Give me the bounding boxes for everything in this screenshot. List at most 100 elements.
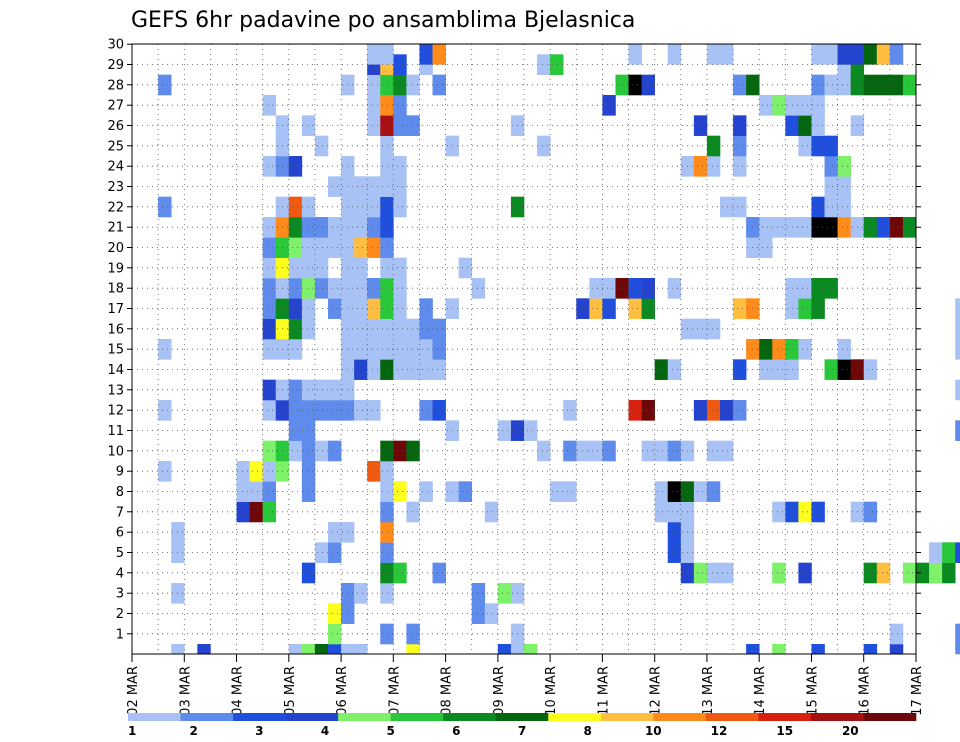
- heatmap-cell: [837, 156, 851, 177]
- heatmap-cell: [406, 359, 420, 380]
- heatmap-cell: [720, 400, 734, 421]
- heatmap-cell: [354, 318, 368, 340]
- heatmap-cell: [876, 217, 891, 238]
- heatmap-cell: [328, 644, 342, 655]
- heatmap-cell: [354, 339, 368, 360]
- heatmap-cell: [641, 278, 655, 299]
- colorbar-swatch: [128, 713, 181, 721]
- heatmap-cell: [367, 196, 381, 218]
- heatmap-cell: [589, 440, 603, 462]
- heatmap-cell: [759, 359, 773, 380]
- heatmap-cell: [811, 278, 825, 299]
- heatmap-cell: [759, 339, 773, 360]
- heatmap-cell: [889, 44, 904, 65]
- heatmap-cell: [628, 278, 642, 299]
- heatmap-cell: [301, 461, 316, 482]
- heatmap-cell: [419, 339, 433, 360]
- heatmap-cell: [354, 257, 368, 279]
- heatmap-cell: [824, 359, 838, 380]
- heatmap-cell: [380, 542, 394, 563]
- heatmap-cell: [889, 74, 904, 96]
- heatmap-cell: [314, 237, 329, 258]
- heatmap-cell: [693, 115, 708, 136]
- heatmap-cell: [798, 115, 812, 136]
- heatmap-cell: [955, 318, 960, 340]
- heatmap-cell: [432, 318, 446, 340]
- heatmap-cell: [667, 501, 682, 523]
- heatmap-cell: [706, 400, 721, 421]
- heatmap-cell: [367, 400, 381, 421]
- x-tick-label: 09 MAR: [492, 666, 507, 716]
- y-tick-label: 7: [116, 505, 124, 520]
- heatmap-cell: [249, 461, 263, 482]
- heatmap-cell: [524, 420, 538, 441]
- heatmap-cell: [367, 237, 381, 258]
- heatmap-cell: [837, 74, 851, 96]
- heatmap-cell: [876, 74, 891, 96]
- heatmap-cell: [706, 135, 721, 157]
- heatmap-cell: [393, 54, 407, 75]
- heatmap-cell: [824, 156, 838, 177]
- heatmap-cell: [262, 461, 277, 482]
- heatmap-cell: [667, 278, 682, 299]
- heatmap-cell: [288, 379, 303, 401]
- heatmap-cell: [301, 298, 316, 319]
- heatmap-cell: [602, 298, 616, 319]
- heatmap-cell: [262, 318, 277, 340]
- colorbar-label: 5: [387, 724, 395, 738]
- colorbar-label: 7: [518, 724, 526, 738]
- y-tick-label: 19: [107, 261, 124, 276]
- heatmap-cell: [354, 644, 368, 655]
- heatmap-cell: [406, 115, 420, 136]
- y-tick-label: 17: [107, 302, 124, 317]
- heatmap-cell: [354, 217, 368, 238]
- heatmap-cell: [824, 135, 838, 157]
- heatmap-cell: [380, 257, 394, 279]
- colorbar-label: 6: [452, 724, 460, 738]
- heatmap-cell: [288, 318, 303, 340]
- heatmap-cell: [432, 359, 446, 380]
- heatmap-cell: [380, 115, 394, 136]
- heatmap-cell: [393, 278, 407, 299]
- heatmap-cell: [837, 217, 851, 238]
- heatmap-cell: [328, 623, 342, 645]
- heatmap-cell: [524, 644, 538, 655]
- heatmap-cell: [380, 156, 394, 177]
- heatmap-cell: [811, 135, 825, 157]
- colorbar-label: 3: [255, 724, 263, 738]
- colorbar-label: 1: [128, 724, 136, 738]
- heatmap-cell: [171, 644, 185, 655]
- heatmap-cell: [393, 298, 407, 319]
- colorbar-label: 2: [190, 724, 198, 738]
- heatmap-cell: [158, 74, 172, 96]
- heatmap-cell: [667, 44, 682, 65]
- heatmap-cell: [354, 298, 368, 319]
- y-tick-label: 8: [116, 485, 124, 500]
- heatmap-cell: [772, 644, 786, 655]
- y-tick-label: 28: [107, 78, 124, 93]
- heatmap-cell: [328, 542, 342, 563]
- heatmap-cell: [301, 278, 316, 299]
- heatmap-cell: [393, 359, 407, 380]
- heatmap-cell: [550, 481, 564, 502]
- heatmap-cell: [367, 44, 381, 65]
- heatmap-cell: [288, 644, 303, 655]
- heatmap-cell: [367, 115, 381, 136]
- heatmap-cell: [654, 481, 669, 502]
- heatmap-cell: [563, 481, 577, 502]
- heatmap-cell: [380, 44, 394, 65]
- heatmap-cell: [824, 196, 838, 218]
- heatmap-cell: [432, 44, 446, 65]
- heatmap-cell: [772, 339, 786, 360]
- heatmap-cell: [733, 298, 747, 319]
- colorbar-label: 4: [321, 724, 329, 738]
- heatmap-cell: [876, 562, 891, 584]
- y-tick-label: 5: [116, 546, 124, 561]
- y-tick-label: 27: [107, 99, 124, 114]
- heatmap-cell: [510, 644, 525, 655]
- colorbar-swatch: [390, 713, 444, 721]
- heatmap-cell: [288, 217, 303, 238]
- heatmap-cell: [367, 176, 381, 197]
- heatmap-cell: [589, 298, 603, 319]
- heatmap-cell: [955, 644, 960, 655]
